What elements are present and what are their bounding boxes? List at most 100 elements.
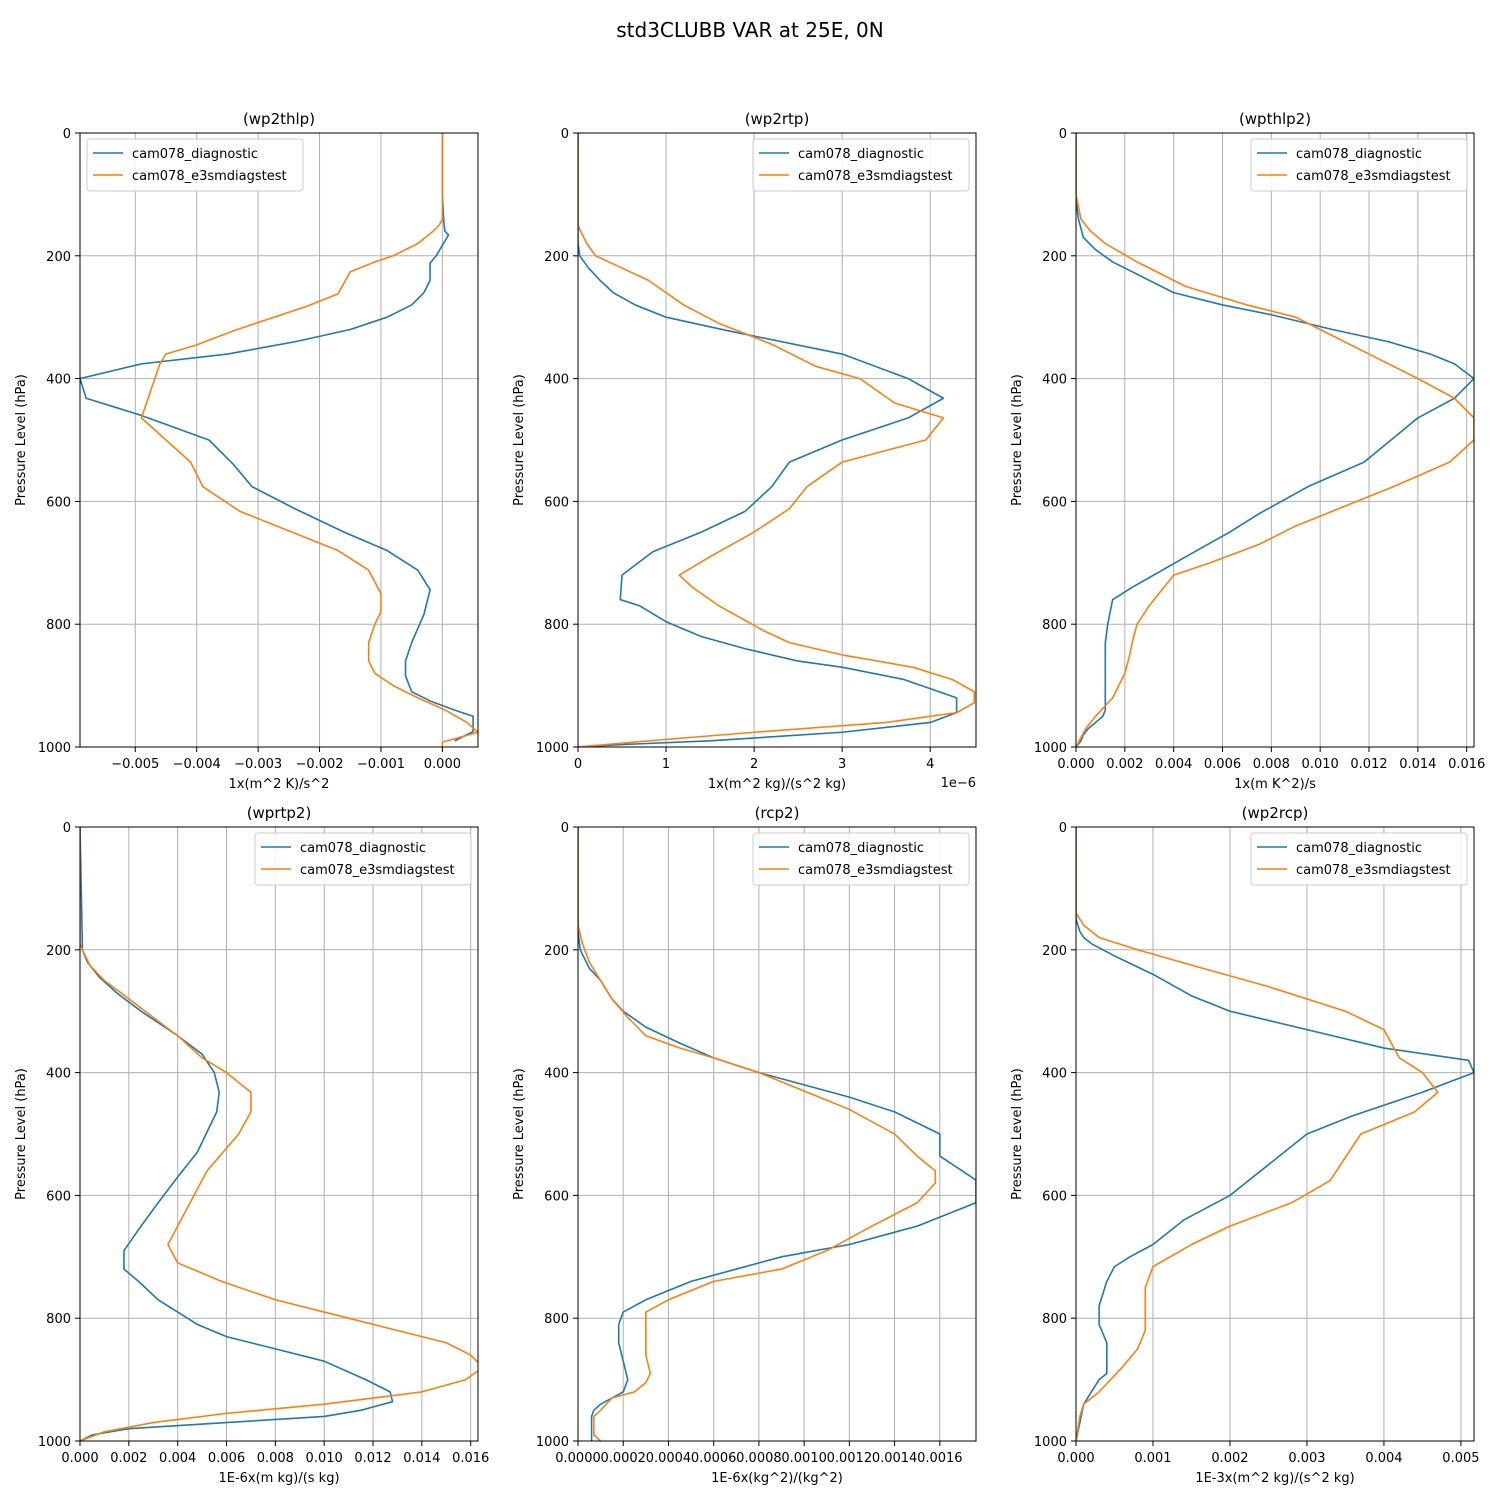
x-tick-label: 4	[926, 757, 934, 772]
panel-title: (wp2thlp)	[243, 110, 315, 128]
x-tick-label: 0.001	[1134, 1451, 1171, 1466]
series-line-diagnostic	[80, 827, 394, 1441]
y-axis-label: Pressure Level (hPa)	[1010, 1068, 1025, 1200]
x-tick-label: 0.000	[61, 1451, 98, 1466]
chart-panel-5: 0.0000 0.0002 0.0004 0.0006 0.0008 0.0010 0.00…	[512, 804, 977, 1486]
series-line-e3smdiagstest	[80, 827, 478, 1441]
x-axis-label: 1E-3x(m^2 kg)/(s^2 kg)	[1195, 1471, 1354, 1486]
y-tick-label: 600	[544, 495, 569, 510]
x-tick-label: 0.002	[1211, 1451, 1248, 1466]
y-tick-label: 400	[1042, 1067, 1067, 1082]
y-tick-label: 200	[46, 944, 71, 959]
legend-entry: cam078_e3smdiagstest	[1296, 863, 1451, 878]
x-tick-label: 0.002	[110, 1451, 147, 1466]
y-tick-label: 600	[46, 1189, 71, 1204]
legend: cam078_diagnostic cam078_e3smdiagstest	[86, 138, 304, 192]
x-tick-label: 0.0004	[646, 1451, 692, 1466]
legend: cam078_diagnostic cam078_e3smdiagstest	[752, 832, 970, 886]
x-tick-label: 0.005	[1442, 1451, 1479, 1466]
x-offset-label: 1e−6	[941, 776, 976, 791]
y-tick-label: 600	[1042, 495, 1067, 510]
y-tick-label: 200	[1042, 944, 1067, 959]
legend-box	[86, 138, 304, 192]
x-tick-label: 3	[838, 757, 846, 772]
chart-panel-3: 0.000 0.002 0.004 0.006 0.008 0.010 0.012 0.014…	[1010, 110, 1485, 792]
legend-entry: cam078_diagnostic	[132, 147, 258, 162]
chart-panel-6: 0.000 0.001 0.002 0.003 0.004 0.005 0 200 400 600…	[1010, 804, 1480, 1486]
y-tick-label: 400	[46, 1067, 71, 1082]
x-tick-label: 0.0000	[555, 1451, 601, 1466]
y-tick-label: 800	[1042, 618, 1067, 633]
series-line-e3smdiagstest	[578, 827, 937, 1441]
x-tick-label: 0.014	[1399, 757, 1436, 772]
series-line-diagnostic	[1076, 133, 1474, 747]
x-tick-label: 0.0012	[827, 1451, 873, 1466]
x-tick-label: 1	[662, 757, 670, 772]
legend-box	[254, 832, 472, 886]
x-tick-label: 0.008	[257, 1451, 294, 1466]
x-tick-label: 0.0006	[691, 1451, 737, 1466]
y-tick-label: 0	[63, 127, 71, 142]
x-tick-label: 0.004	[1365, 1451, 1402, 1466]
x-tick-label: 0.0008	[736, 1451, 782, 1466]
y-tick-label: 800	[544, 1312, 569, 1327]
series-line-diagnostic	[1076, 827, 1474, 1441]
x-tick-label: 0.006	[1204, 757, 1241, 772]
y-tick-label: 400	[544, 1067, 569, 1082]
x-tick-label: 0.010	[306, 1451, 343, 1466]
x-tick-label: 0.014	[403, 1451, 440, 1466]
panel-title: (wprtp2)	[247, 804, 312, 822]
series-line-diagnostic	[578, 133, 958, 747]
y-tick-label: 0	[561, 821, 569, 836]
y-tick-label: 1000	[536, 741, 569, 756]
y-tick-label: 1000	[1034, 741, 1067, 756]
y-tick-label: 1000	[536, 1435, 569, 1450]
x-tick-label: 0.010	[1302, 757, 1339, 772]
legend-box	[752, 832, 970, 886]
x-axis-label: 1x(m^2 K)/s^2	[229, 777, 330, 792]
x-tick-label: −0.002	[295, 757, 343, 772]
legend-entry: cam078_e3smdiagstest	[798, 169, 953, 184]
x-tick-label: −0.001	[357, 757, 405, 772]
y-tick-label: 0	[1059, 821, 1067, 836]
x-tick-label: 0.000	[1057, 1451, 1094, 1466]
x-tick-label: 0.004	[159, 1451, 196, 1466]
y-tick-label: 200	[544, 944, 569, 959]
legend: cam078_diagnostic cam078_e3smdiagstest	[1250, 832, 1468, 886]
x-tick-label: 0.012	[354, 1451, 391, 1466]
legend-entry: cam078_e3smdiagstest	[798, 863, 953, 878]
x-tick-label: 2	[750, 757, 758, 772]
x-axis-label: 1E-6x(kg^2)/(kg^2)	[711, 1471, 843, 1486]
chart-panel-1: −0.005 −0.004 −0.003 −0.002 −0.001 0.000 0 200 4…	[14, 110, 479, 792]
y-tick-label: 1000	[38, 1435, 71, 1450]
x-tick-label: 0.0010	[781, 1451, 827, 1466]
legend-entry: cam078_e3smdiagstest	[300, 863, 455, 878]
x-tick-label: 0.016	[452, 1451, 489, 1466]
axes-frame	[577, 132, 977, 748]
legend-box	[752, 138, 970, 192]
axes-frame	[79, 826, 479, 1442]
axes-frame	[79, 132, 479, 748]
x-axis-label: 1E-6x(m kg)/(s kg)	[218, 1471, 339, 1486]
x-tick-label: 0.002	[1106, 757, 1143, 772]
series-line-e3smdiagstest	[1076, 133, 1474, 747]
chart-panel-2: 0 1 2 3 4 0 200 400 600 800 1000 (wp2rtp) 1x(m^2 kg)…	[512, 110, 977, 792]
y-tick-label: 200	[46, 250, 71, 265]
y-axis-label: Pressure Level (hPa)	[512, 1068, 527, 1200]
series-line-e3smdiagstest	[578, 133, 976, 747]
y-tick-label: 800	[1042, 1312, 1067, 1327]
x-tick-label: 0.016	[1448, 757, 1485, 772]
y-tick-label: 0	[1059, 127, 1067, 142]
x-tick-label: 0	[574, 757, 582, 772]
y-tick-label: 0	[561, 127, 569, 142]
axes-frame	[1075, 132, 1475, 748]
x-tick-label: 0.003	[1288, 1451, 1325, 1466]
panel-title: (rcp2)	[755, 804, 800, 822]
panel-title: (wp2rcp)	[1242, 804, 1309, 822]
chart-panel-4: 0.000 0.002 0.004 0.006 0.008 0.010 0.012 0.014…	[14, 804, 489, 1486]
x-tick-label: −0.004	[173, 757, 221, 772]
legend-entry: cam078_diagnostic	[798, 841, 924, 856]
axes-frame	[1075, 826, 1475, 1442]
y-axis-label: Pressure Level (hPa)	[14, 1068, 29, 1200]
